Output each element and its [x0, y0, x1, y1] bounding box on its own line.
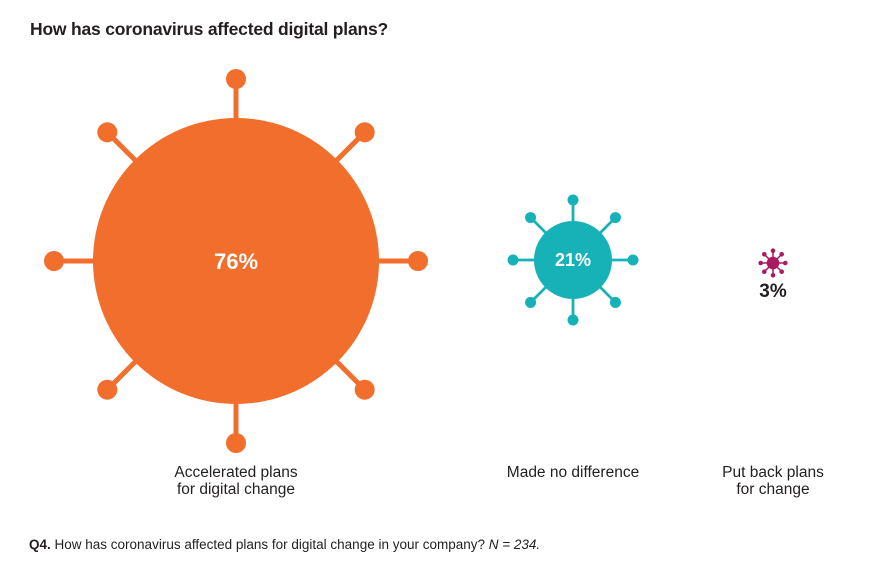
- virus-spike-ball: [770, 273, 776, 278]
- footnote-sample-size: N = 234.: [488, 537, 541, 552]
- category-label-line: for digital change: [176, 481, 296, 498]
- bubble-value-no-difference: 21%: [555, 250, 591, 270]
- virus-bubble-accelerated-plans: 76%: [44, 69, 428, 453]
- category-label-line: for change: [736, 481, 810, 498]
- bubble-circle-no-difference: [534, 221, 612, 299]
- chart-title: How has coronavirus affected digital pla…: [30, 19, 389, 39]
- bubble-circle-put-back-plans: [766, 256, 780, 270]
- category-label-line: Accelerated plans: [174, 464, 298, 481]
- footnote: Q4. How has coronavirus affected plans f…: [29, 537, 540, 552]
- footnote-question-text: How has coronavirus affected plans for d…: [50, 537, 489, 552]
- category-label-accelerated-plans: Accelerated plans for digital change: [126, 464, 346, 498]
- category-label-put-back-plans: Put back plans for change: [663, 464, 874, 498]
- bubble-circle-accelerated-plans: [93, 118, 379, 404]
- category-label-no-difference: Made no difference: [463, 464, 683, 481]
- footnote-question-number: Q4.: [29, 537, 51, 552]
- virus-bubble-no-difference: 21%: [507, 194, 639, 326]
- virus-bubble-put-back-plans: 3%: [758, 248, 788, 302]
- bubble-value-put-back-plans: 3%: [759, 281, 787, 302]
- virus-spike-ball: [770, 248, 776, 253]
- bubble-value-accelerated-plans: 76%: [214, 249, 258, 274]
- category-label-line: Put back plans: [722, 464, 824, 481]
- category-label-line: Made no difference: [506, 464, 640, 481]
